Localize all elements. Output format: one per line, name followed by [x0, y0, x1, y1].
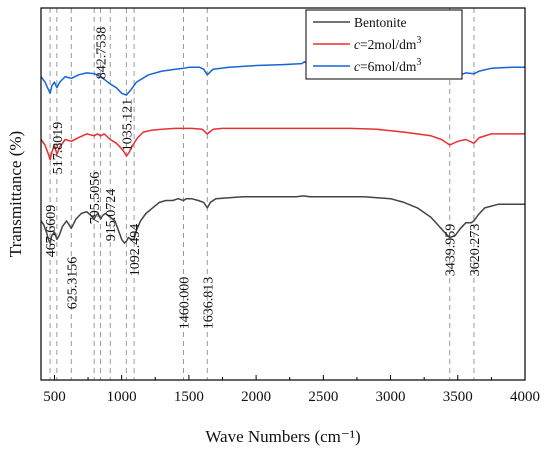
x-tick-label: 3000	[376, 389, 406, 405]
peak-label: 625.3156	[65, 257, 80, 310]
peak-label: 1460.000	[178, 277, 193, 330]
legend-label: Bentonite	[354, 15, 407, 30]
x-tick-label: 3500	[443, 389, 473, 405]
x-tick-label: 1500	[174, 389, 204, 405]
x-tick-label: 1000	[107, 389, 137, 405]
legend: Bentonite c=2mol/dm3 c=6mol/dm3	[305, 9, 463, 80]
x-tick-label: 4000	[510, 389, 540, 405]
series-line-1	[40, 127, 525, 161]
peak-label: 795.5056	[88, 172, 103, 225]
legend-label: c=6mol/dm3	[354, 57, 421, 74]
x-tick-label: 2500	[308, 389, 338, 405]
peak-label: 3439.959	[444, 224, 459, 277]
peak-label: 1636.813	[201, 277, 216, 330]
x-tick-label: 500	[43, 389, 66, 405]
peak-label: 842.7538	[95, 27, 110, 80]
annotations: 467.6609 517.8019 625.3156 795.5056 842.7538…	[44, 27, 483, 330]
reference-lines	[49, 8, 475, 380]
x-axis-ticks: 500 1000 1500 2000 2500 3000 3500 4000	[43, 375, 540, 405]
peak-label: 1092.494	[128, 224, 143, 277]
x-tick-label: 2000	[241, 389, 271, 405]
peak-label: 517.8019	[51, 122, 66, 175]
series-line-0	[40, 195, 525, 244]
x-axis-title: Wave Numbers (cm⁻¹)	[205, 427, 360, 446]
peak-label: 3620.273	[468, 224, 483, 277]
legend-label: c=2mol/dm3	[354, 35, 421, 52]
y-axis-title: Transmittance (%)	[6, 131, 25, 257]
plot-frame	[40, 7, 526, 381]
peak-label: 467.6609	[44, 205, 59, 258]
peak-label: 915.0724	[104, 189, 119, 242]
peak-label: 1035.121	[120, 99, 135, 152]
